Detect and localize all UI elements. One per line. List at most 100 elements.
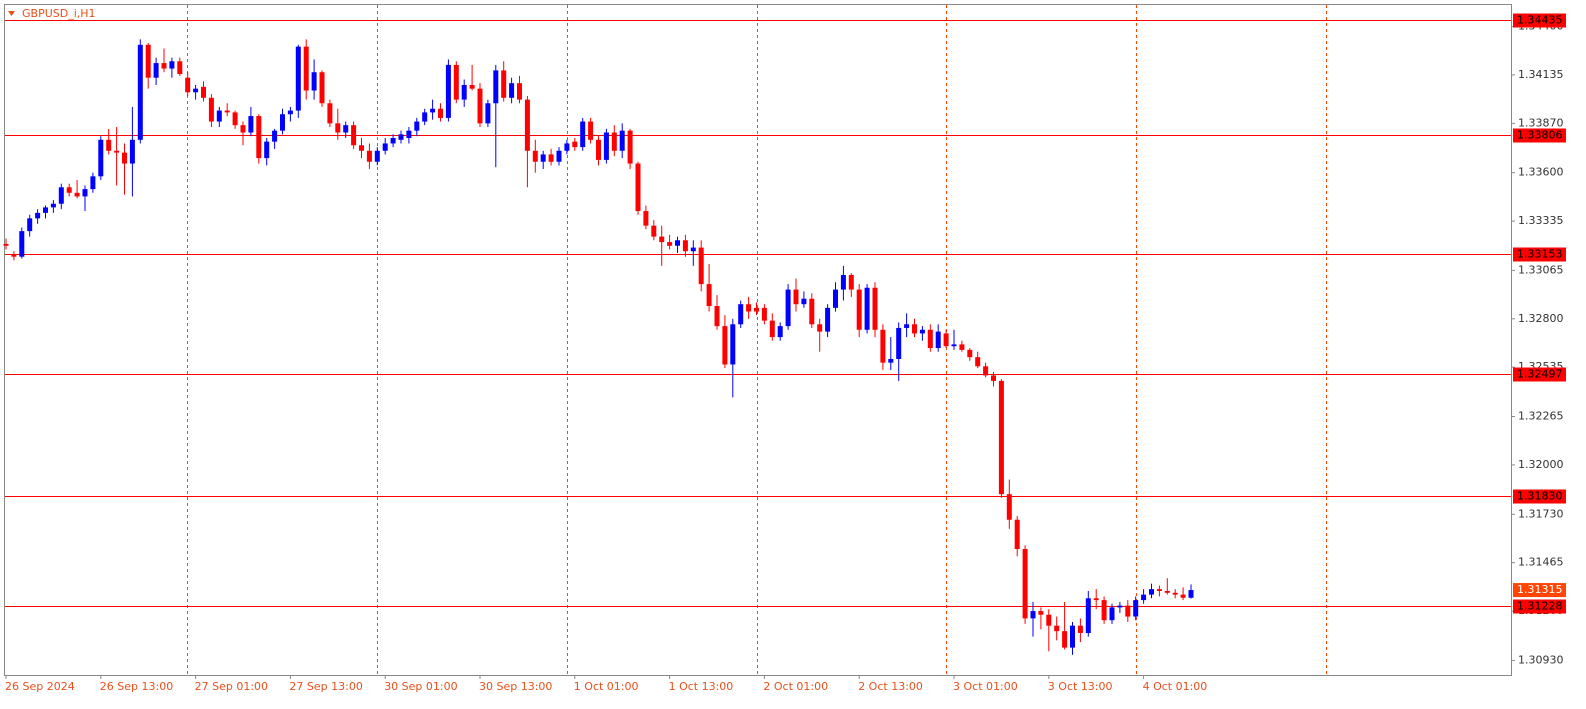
candle-body	[422, 112, 428, 122]
candle-body	[359, 145, 364, 151]
y-tick-label: 1.32000	[1518, 458, 1564, 471]
candle-body	[548, 154, 554, 162]
candle-body	[137, 44, 143, 140]
candle-body	[3, 243, 9, 246]
level-label-box	[1513, 367, 1566, 382]
candle-body	[1085, 598, 1091, 633]
y-tick-label: 1.34135	[1518, 68, 1564, 81]
x-tick-label: 26 Sep 13:00	[100, 680, 173, 693]
candle-body	[880, 329, 886, 363]
candle-body	[256, 116, 262, 159]
candle-body	[311, 72, 317, 91]
candle-body	[524, 99, 530, 151]
x-tick-label: 3 Oct 13:00	[1048, 680, 1113, 693]
candle-body	[888, 358, 894, 363]
candle-body	[927, 329, 933, 349]
candle-body	[453, 64, 459, 100]
candle-body	[998, 380, 1004, 495]
candle-body	[675, 240, 680, 246]
candle-body	[1125, 605, 1131, 617]
candle-body	[754, 307, 759, 312]
candle-body	[382, 143, 388, 151]
x-tick-label: 2 Oct 13:00	[858, 680, 923, 693]
candle-body	[1156, 589, 1162, 591]
candle-body	[11, 254, 17, 257]
candle-body	[129, 139, 135, 164]
current-price-label: 1.31315	[1517, 583, 1563, 596]
candle-body	[627, 130, 633, 164]
candle-body	[872, 287, 878, 330]
candle-body	[485, 103, 491, 124]
candle-body	[114, 150, 120, 153]
candle-body	[66, 187, 72, 193]
candle-body	[19, 231, 25, 257]
candle-body	[438, 108, 443, 118]
candle-body	[477, 88, 483, 124]
level-label-box	[1513, 13, 1566, 28]
candle-body	[493, 70, 499, 104]
x-tick-label: 30 Sep 13:00	[479, 680, 552, 693]
level-label: 1.34435	[1517, 14, 1563, 27]
candle-body	[659, 236, 665, 243]
candle-body	[208, 97, 214, 122]
candle-body	[232, 112, 238, 126]
candle-body	[777, 326, 783, 338]
candle-body	[635, 163, 641, 212]
candle-body	[295, 46, 301, 111]
candle-body	[90, 176, 96, 190]
y-tick-label: 1.33065	[1518, 263, 1564, 276]
x-tick-label: 4 Oct 01:00	[1143, 680, 1208, 693]
header-arrow	[8, 11, 15, 16]
candle-body	[177, 61, 183, 75]
candle-body	[1046, 614, 1052, 626]
candle-body	[619, 130, 625, 151]
candle-body	[651, 225, 657, 237]
candle-body	[564, 143, 570, 151]
candle-body	[1141, 594, 1147, 601]
candle-body	[730, 324, 736, 365]
candle-body	[509, 83, 515, 98]
candle-body	[106, 139, 112, 151]
x-tick-label: 30 Sep 01:00	[384, 680, 457, 693]
y-tick-label: 1.32265	[1518, 410, 1564, 423]
candle-body	[264, 141, 270, 159]
y-tick-label: 1.32800	[1518, 312, 1564, 325]
candle-body	[1006, 494, 1012, 520]
x-tick-label: 1 Oct 13:00	[669, 680, 734, 693]
candle-body	[216, 110, 222, 122]
candle-body	[469, 85, 475, 89]
candle-body	[1188, 590, 1194, 598]
candle-body	[501, 70, 507, 98]
candle-body	[1133, 600, 1139, 617]
candle-body	[682, 240, 688, 252]
candle-body	[809, 298, 815, 325]
candle-body	[201, 86, 206, 98]
candle-body	[1093, 598, 1099, 601]
x-tick-label: 3 Oct 01:00	[953, 680, 1018, 693]
candle-body	[943, 333, 949, 347]
candle-body	[74, 192, 80, 197]
candle-body	[1149, 589, 1154, 595]
level-label: 1.33153	[1517, 248, 1563, 261]
candle-body	[240, 125, 246, 133]
x-tick-label: 1 Oct 01:00	[574, 680, 639, 693]
candle-body	[1180, 594, 1186, 598]
plot-frame	[4, 4, 1512, 676]
candle-body	[580, 121, 586, 148]
candle-body	[351, 125, 357, 146]
candle-body	[366, 150, 372, 162]
candle-body	[43, 207, 48, 213]
candle-body	[556, 150, 562, 162]
candle-body	[82, 189, 88, 197]
candle-body	[919, 329, 925, 334]
candle-body	[343, 125, 349, 133]
candle-body	[896, 327, 902, 359]
candle-body	[1054, 625, 1060, 632]
candle-body	[848, 274, 854, 290]
candle-body	[398, 134, 404, 140]
candle-body	[185, 77, 191, 93]
candle-body	[1172, 592, 1178, 595]
